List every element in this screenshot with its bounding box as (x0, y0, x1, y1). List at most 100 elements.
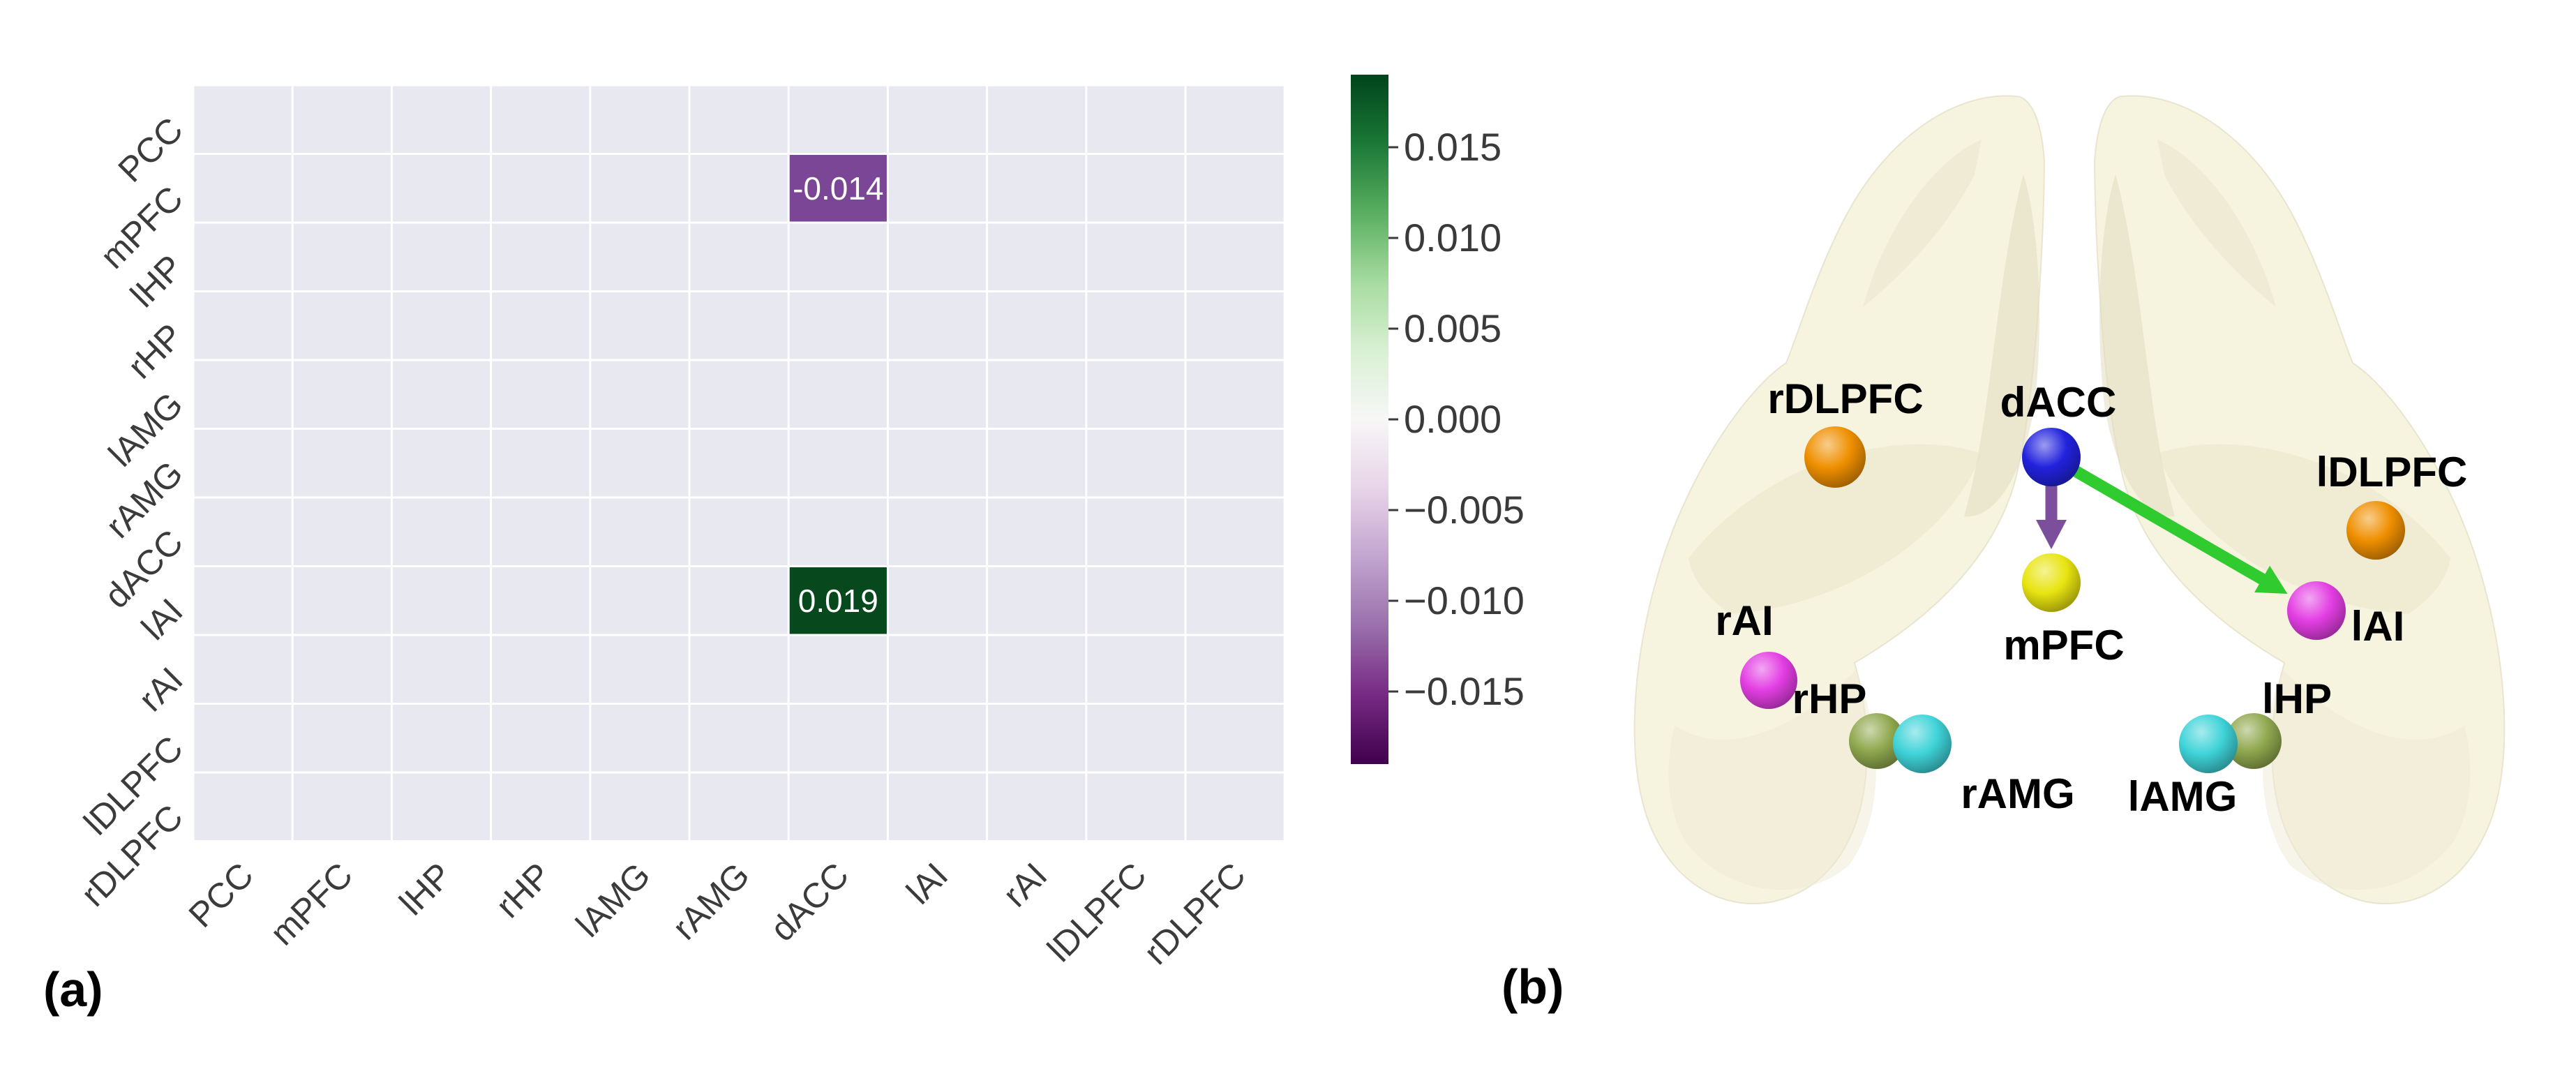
heatmap-cell-rHP-dACC (789, 292, 887, 359)
x-axis-label-lAI: lAI (899, 855, 955, 912)
heatmap-cell-PCC-rAMG (690, 86, 788, 153)
heatmap-cell-rAI-rHP (492, 636, 590, 703)
heatmap-cell-lDLPFC-lDLPFC (1087, 705, 1185, 772)
heatmap-cell-rDLPFC-rDLPFC (1186, 773, 1284, 840)
roi-sphere-dACC (2022, 428, 2081, 486)
heatmap-cell-lAI-lAMG (591, 567, 689, 634)
heatmap-cell-rAMG-rHP (492, 430, 590, 497)
heatmap-cell-rAI-lAMG (591, 636, 689, 703)
roi-sphere-lAMG (2179, 715, 2238, 773)
heatmap-cell-lAMG-lHP (392, 361, 491, 428)
heatmap-cell-dACC-PCC (194, 498, 292, 565)
heatmap-cell-rHP-lDLPFC (1087, 292, 1185, 359)
x-axis-label-lAMG: lAMG (569, 855, 658, 945)
heatmap-cell-lAMG-rAI (988, 361, 1086, 428)
roi-label-dACC: dACC (2000, 379, 2117, 426)
heatmap-cell-dACC-rDLPFC (1186, 498, 1284, 565)
heatmap-cell-rHP-lHP (392, 292, 491, 359)
heatmap-cell-lHP-lHP (392, 223, 491, 290)
heatmap-cell-lHP-lDLPFC (1087, 223, 1185, 290)
heatmap-cell-rAMG-rAMG (690, 430, 788, 497)
heatmap-cell-rAI-rDLPFC (1186, 636, 1284, 703)
roi-sphere-rDLPFC (1804, 426, 1866, 488)
y-axis-label-dACC: dACC (97, 522, 190, 615)
heatmap-cell-lHP-rAI (988, 223, 1086, 290)
heatmap-cell-lDLPFC-rAI (988, 705, 1086, 772)
heatmap-cell-rAMG-lAMG (591, 430, 689, 497)
heatmap-cell-lAI-lHP (392, 567, 491, 634)
heatmap-cell-lAI-mPFC (293, 567, 391, 634)
colorbar (1351, 75, 1388, 764)
heatmap-cell-rHP-PCC (194, 292, 292, 359)
colorbar-tick-label: 0.000 (1404, 397, 1502, 441)
roi-sphere-rAMG (1893, 715, 1952, 773)
roi-label-mPFC: mPFC (2003, 622, 2124, 668)
roi-label-lAI: lAI (2351, 603, 2405, 650)
y-axis-label-rAMG: rAMG (98, 454, 190, 546)
heatmap-cell-dACC-mPFC (293, 498, 391, 565)
heatmap-cell-PCC-lHP (392, 86, 491, 153)
y-axis-label-rAI: rAI (131, 659, 190, 719)
heatmap-cell-lDLPFC-rAMG (690, 705, 788, 772)
heatmap-cell-PCC-lAI (888, 86, 987, 153)
roi-sphere-lAI (2287, 581, 2346, 640)
x-axis-label-mPFC: mPFC (262, 855, 360, 953)
brain-hemisphere-left-side-of-image (2093, 95, 2506, 905)
arrow-dACC-to-mPFC (2036, 477, 2067, 549)
heatmap-cell-rDLPFC-rAI (988, 773, 1086, 840)
heatmap-cell-lAMG-lDLPFC (1087, 361, 1185, 428)
heatmap-cell-dACC-lDLPFC (1087, 498, 1185, 565)
heatmap-cell-lDLPFC-dACC (789, 705, 887, 772)
roi-sphere-rAI (1740, 652, 1797, 709)
x-axis-label-dACC: dACC (763, 855, 856, 949)
heatmap-cell-rAI-lAI (888, 636, 987, 703)
heatmap-cell-dACC-rHP (492, 498, 590, 565)
heatmap-cell-mPFC-rDLPFC (1186, 155, 1284, 222)
heatmap-cell-rAMG-lHP (392, 430, 491, 497)
panel-b-label: (b) (1502, 959, 1564, 1014)
roi-spheres (1740, 426, 2405, 773)
heatmap-cell-lAMG-mPFC (293, 361, 391, 428)
heatmap-cell-lHP-mPFC (293, 223, 391, 290)
heatmap-cell-lDLPFC-mPFC (293, 705, 391, 772)
heatmap-cell-rDLPFC-lAMG (591, 773, 689, 840)
heatmap-cell-rAI-dACC (789, 636, 887, 703)
heatmap-cell-PCC-rHP (492, 86, 590, 153)
roi-sphere-lDLPFC (2346, 501, 2405, 560)
heatmap-cell-lAMG-lAI (888, 361, 987, 428)
heatmap-cell-lDLPFC-rDLPFC (1186, 705, 1284, 772)
heatmap-cell-lAMG-dACC (789, 361, 887, 428)
heatmap-cell-rHP-lAI (888, 292, 987, 359)
heatmap-cell-lAI-rDLPFC (1186, 567, 1284, 634)
heatmap-cell-rHP-rDLPFC (1186, 292, 1284, 359)
heatmap-cell-rAI-rAMG (690, 636, 788, 703)
heatmap-cell-lDLPFC-PCC (194, 705, 292, 772)
heatmap-cell-rHP-rAMG (690, 292, 788, 359)
heatmap-cell-rDLPFC-dACC (789, 773, 887, 840)
colorbar-tick-label: −0.015 (1404, 669, 1525, 713)
heatmap-cell-dACC-dACC (789, 498, 887, 565)
heatmap-cell-lDLPFC-rHP (492, 705, 590, 772)
x-axis-label-lHP: lHP (392, 855, 460, 923)
heatmap-cell-PCC-lDLPFC (1087, 86, 1185, 153)
heatmap-cell-PCC-rDLPFC (1186, 86, 1284, 153)
heatmap-x-axis: PCC mPFC lHP rHP lAMG rAMG dACC lAI rAIlDLPFCrDL… (181, 855, 1253, 972)
heatmap-cell-lHP-PCC (194, 223, 292, 290)
roi-sphere-rHP (1849, 713, 1905, 769)
roi-label-lDLPFC: lDLPFC (2316, 449, 2468, 495)
heatmap-cell-rDLPFC-mPFC (293, 773, 391, 840)
heatmap-cell-rAI-mPFC (293, 636, 391, 703)
heatmap-cell-dACC-rAI (988, 498, 1086, 565)
heatmap-cell-mPFC-rAI (988, 155, 1086, 222)
heatmap-cell-dACC-rAMG (690, 498, 788, 565)
brain-panel: rDLPFC dACC lDLPFC rAI mPFC lAI rHP rAMG lHP lAMG (1633, 95, 2506, 905)
heatmap-cell-lDLPFC-lAMG (591, 705, 689, 772)
x-axis-label-rAI: rAI (996, 855, 1055, 915)
heatmap-cell-mPFC-PCC (194, 155, 292, 222)
colorbar-tick-label: 0.005 (1404, 306, 1502, 350)
heatmap-cell-lAI-lAI (888, 567, 987, 634)
heatmap-cell-rAI-lDLPFC (1087, 636, 1185, 703)
heatmap-cell-rAMG-lAI (888, 430, 987, 497)
